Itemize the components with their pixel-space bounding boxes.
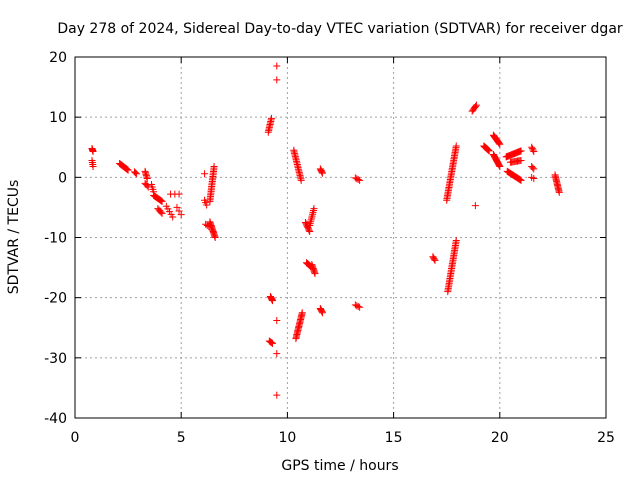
data-point	[210, 163, 218, 171]
data-point	[483, 145, 491, 153]
data-point	[298, 309, 306, 317]
data-point	[430, 255, 438, 263]
data-point	[175, 190, 183, 198]
data-point	[169, 213, 177, 221]
data-point	[318, 309, 326, 317]
data-point	[310, 205, 318, 213]
y-tick-label: -10	[44, 231, 67, 247]
data-point	[203, 201, 211, 209]
data-point	[273, 350, 281, 358]
data-point	[157, 208, 165, 216]
data-point	[89, 163, 97, 171]
data-point	[318, 169, 326, 177]
data-point	[517, 147, 525, 155]
data-point	[123, 165, 131, 173]
y-tick-label: -20	[44, 291, 67, 307]
data-point	[267, 338, 275, 346]
x-axis-label: GPS time / hours	[281, 458, 398, 474]
data-point	[267, 114, 275, 122]
y-tick-label: 10	[49, 110, 67, 126]
axis-ticks	[74, 56, 607, 419]
data-point	[452, 237, 460, 245]
y-tick-label: 20	[49, 50, 67, 66]
y-tick-label: -30	[44, 351, 67, 367]
data-point	[485, 146, 493, 154]
data-point	[529, 146, 537, 154]
data-point	[133, 170, 141, 178]
data-point	[517, 176, 525, 184]
data-point	[484, 146, 492, 154]
data-point	[273, 391, 281, 399]
data-point	[157, 196, 165, 204]
x-tick-label: 20	[491, 430, 509, 446]
data-point	[157, 197, 165, 205]
data-point	[143, 175, 151, 183]
data-point	[305, 226, 313, 234]
data-point	[158, 209, 166, 217]
data-point	[273, 76, 281, 84]
data-point	[158, 197, 166, 205]
data-point	[530, 175, 538, 183]
y-tick-label: -40	[44, 411, 67, 427]
data-point	[273, 317, 281, 325]
data-point	[516, 176, 524, 184]
data-point	[173, 203, 181, 211]
data-point	[177, 211, 185, 219]
data-point	[311, 270, 319, 278]
data-point	[354, 302, 362, 310]
data-point	[268, 339, 276, 347]
y-tick-label: 0	[58, 170, 67, 186]
data-point	[530, 165, 538, 173]
data-point	[515, 175, 523, 183]
x-tick-label: 10	[278, 430, 296, 446]
data-point	[495, 139, 503, 147]
data-point	[496, 140, 504, 148]
data-point	[471, 202, 479, 210]
data-point	[269, 297, 277, 305]
data-point	[297, 176, 305, 184]
data-point	[495, 139, 503, 147]
data-point	[143, 182, 151, 190]
data-point	[306, 227, 314, 235]
data-point	[89, 147, 97, 155]
data-point	[269, 339, 277, 347]
data-point	[485, 147, 493, 155]
data-point	[356, 176, 364, 184]
data-point	[273, 62, 281, 70]
data-point	[123, 166, 131, 174]
data-point	[211, 234, 219, 241]
x-tick-label: 5	[177, 430, 186, 446]
data-point	[318, 168, 326, 176]
data-point	[530, 147, 538, 155]
data-point	[431, 256, 439, 264]
y-tick-labels: -40 -30 -20 -10 0 10 20	[44, 50, 67, 427]
data-point	[472, 101, 480, 109]
data-point	[555, 188, 563, 196]
y-axis-label: SDTVAR / TECUs	[6, 180, 22, 295]
data-point	[496, 163, 504, 171]
data-point	[356, 303, 364, 311]
data-point	[472, 102, 480, 110]
x-tick-labels: 0 5 10 15 20 25	[71, 430, 615, 446]
data-point	[201, 170, 209, 178]
data-point	[132, 169, 140, 177]
data-point	[529, 164, 537, 172]
x-tick-label: 15	[385, 430, 403, 446]
x-tick-label: 25	[597, 430, 615, 446]
data-point	[124, 166, 132, 174]
data-point	[175, 207, 183, 215]
data-point	[354, 176, 362, 184]
data-series	[88, 62, 563, 399]
x-tick-label: 0	[71, 430, 80, 446]
grid-lines	[75, 57, 606, 418]
chart-title: Day 278 of 2024, Sidereal Day-to-day VTE…	[57, 21, 623, 37]
data-point	[517, 156, 525, 164]
data-point	[318, 308, 326, 316]
data-point	[452, 142, 460, 150]
